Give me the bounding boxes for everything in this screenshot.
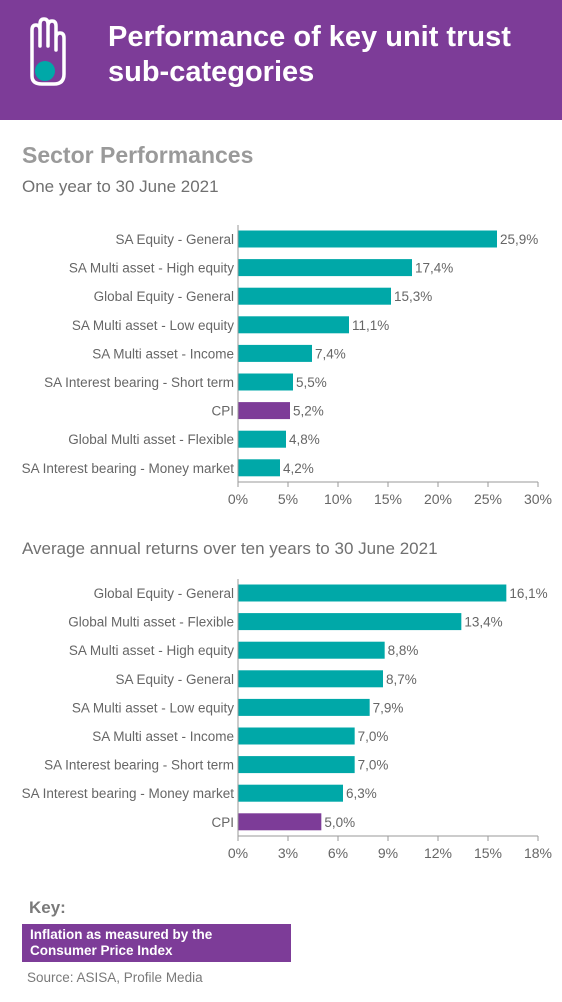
bar xyxy=(238,756,355,774)
x-tick-label: 12% xyxy=(424,845,452,861)
category-label: SA Multi asset - Income xyxy=(92,346,234,361)
value-label: 6,3% xyxy=(346,786,377,801)
value-label: 13,4% xyxy=(464,615,502,630)
bar xyxy=(238,459,280,477)
bar xyxy=(238,698,370,716)
header-banner: Performance of key unit trust sub-catego… xyxy=(0,0,562,120)
key-line-1: Inflation as measured by the xyxy=(30,927,213,942)
key-legend-box: Inflation as measured by the Consumer Pr… xyxy=(22,924,291,962)
value-label: 8,8% xyxy=(388,643,419,658)
category-label: SA Multi asset - Low equity xyxy=(72,318,234,333)
bar xyxy=(238,402,290,420)
category-label: SA Interest bearing - Short term xyxy=(44,758,234,773)
value-label: 15,3% xyxy=(394,289,432,304)
value-label: 8,7% xyxy=(386,672,417,687)
value-label: 11,1% xyxy=(352,318,389,333)
value-label: 7,4% xyxy=(315,346,346,361)
x-tick-label: 0% xyxy=(228,491,248,507)
value-label: 5,5% xyxy=(296,375,327,390)
category-label: Global Equity - General xyxy=(94,586,234,601)
x-tick-label: 18% xyxy=(524,845,552,861)
source-note: Source: ASISA, Profile Media xyxy=(27,970,203,985)
category-label: CPI xyxy=(211,815,234,830)
bar xyxy=(238,373,293,391)
bar xyxy=(238,584,507,602)
page-title: Performance of key unit trust sub-catego… xyxy=(108,21,511,88)
bar xyxy=(238,813,322,831)
category-label: SA Multi asset - High equity xyxy=(69,261,234,276)
category-label: SA Interest bearing - Short term xyxy=(44,375,234,390)
bar xyxy=(238,287,391,305)
category-label: SA Interest bearing - Money market xyxy=(22,786,235,801)
bar xyxy=(238,259,412,277)
chart1-title: One year to 30 June 2021 xyxy=(22,177,219,196)
one-year-bar-chart: SA Equity - General 25,9% SA Multi asset -… xyxy=(22,225,552,507)
x-tick-label: 0% xyxy=(228,845,248,861)
x-tick-label: 15% xyxy=(474,845,502,861)
category-label: SA Equity - General xyxy=(115,672,234,687)
chart2-title: Average annual returns over ten years to… xyxy=(22,539,438,558)
x-tick-label: 9% xyxy=(378,845,398,861)
bar xyxy=(238,430,286,448)
ten-year-bar-chart: Global Equity - General 16,1% Global Multi… xyxy=(22,579,552,861)
category-label: Global Multi asset - Flexible xyxy=(68,615,234,630)
value-label: 5,2% xyxy=(293,404,324,419)
value-label: 7,0% xyxy=(358,729,389,744)
section-title: Sector Performances xyxy=(22,142,254,168)
bar xyxy=(238,784,343,802)
bar xyxy=(238,316,349,334)
x-tick-label: 25% xyxy=(474,491,502,507)
category-label: CPI xyxy=(211,404,234,419)
category-label: SA Multi asset - Income xyxy=(92,729,234,744)
category-label: SA Interest bearing - Money market xyxy=(22,461,235,476)
value-label: 7,0% xyxy=(358,758,389,773)
category-label: SA Multi asset - Low equity xyxy=(72,700,234,715)
x-tick-label: 3% xyxy=(278,845,298,861)
bar xyxy=(238,344,312,362)
value-label: 5,0% xyxy=(324,815,355,830)
value-label: 4,2% xyxy=(283,461,314,476)
x-tick-label: 15% xyxy=(374,491,402,507)
bar xyxy=(238,613,462,631)
bar xyxy=(238,670,383,688)
x-tick-label: 6% xyxy=(328,845,348,861)
value-label: 25,9% xyxy=(500,232,538,247)
category-label: Global Equity - General xyxy=(94,289,234,304)
hand-logo-icon xyxy=(30,17,66,86)
category-label: SA Multi asset - High equity xyxy=(69,643,234,658)
bar xyxy=(238,727,355,745)
value-label: 16,1% xyxy=(509,586,547,601)
category-label: Global Multi asset - Flexible xyxy=(68,432,234,447)
value-label: 7,9% xyxy=(373,700,404,715)
key-title: Key: xyxy=(29,898,66,917)
x-tick-label: 10% xyxy=(324,491,352,507)
value-label: 17,4% xyxy=(415,261,453,276)
key-line-2: Consumer Price Index xyxy=(30,943,173,958)
x-tick-label: 5% xyxy=(278,491,298,507)
value-label: 4,8% xyxy=(289,432,320,447)
bar xyxy=(238,641,385,659)
x-tick-label: 20% xyxy=(424,491,452,507)
bar xyxy=(238,230,497,248)
category-label: SA Equity - General xyxy=(115,232,234,247)
x-tick-label: 30% xyxy=(524,491,552,507)
